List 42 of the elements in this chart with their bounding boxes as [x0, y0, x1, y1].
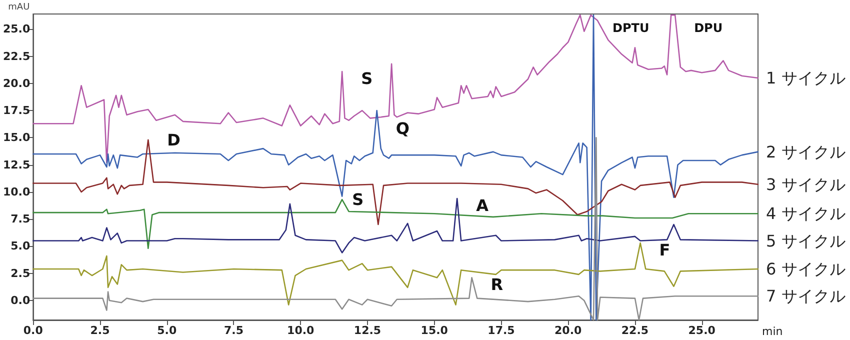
x-tick-label: 17.5	[488, 324, 515, 337]
line-series	[32, 242, 759, 306]
series-label: 1 サイクル	[766, 68, 846, 88]
annotation: S	[352, 190, 364, 210]
series-label: 4 サイクル	[766, 204, 846, 224]
x-tick-label: 22.5	[621, 324, 649, 337]
line-series	[32, 14, 759, 164]
annotation: F	[659, 240, 670, 260]
y-tick-label: 17.5	[3, 104, 30, 118]
series-label: 2 サイクル	[766, 142, 846, 162]
x-tick-label: 10.0	[287, 324, 315, 337]
series-label: 6 サイクル	[766, 260, 846, 278]
x-tick-label: 20.0	[554, 324, 582, 337]
x-tick-label: 15.0	[420, 324, 448, 337]
x-tick-label: 0.0	[23, 324, 44, 337]
y-tick-label: 0.0	[10, 294, 30, 307]
y-tick-label: 2.5	[10, 266, 30, 280]
x-tick-label: 2.5	[90, 324, 110, 337]
y-tick-label: 5.0	[10, 240, 30, 253]
y-axis-title: mAU	[8, 2, 30, 12]
series-label: 5 サイクル	[766, 231, 846, 250]
y-tick-label: 22.5	[3, 50, 30, 63]
series-label: 3 サイクル	[766, 174, 846, 194]
annotation: S	[361, 69, 373, 88]
x-tick-label: 7.5	[224, 324, 244, 337]
y-tick-label: 20.0	[3, 76, 30, 90]
y-tick-label: 7.5	[10, 212, 30, 226]
annotation: D	[167, 130, 180, 150]
y-tick-label: 25.0	[3, 22, 30, 36]
annotation: R	[490, 275, 504, 294]
y-tick-label: 10.0	[3, 185, 30, 198]
x-axis-title: min	[762, 325, 783, 338]
series-label: 7 サイクル	[766, 286, 846, 306]
x-tick-label: 12.5	[354, 324, 382, 337]
annotation: Q	[396, 119, 410, 138]
annotation: A	[476, 196, 490, 215]
annotation: DPTU	[612, 21, 650, 35]
annotation: DPU	[694, 21, 723, 35]
x-tick-label: 25.0	[688, 324, 716, 337]
x-tick-label: 5.0	[157, 324, 177, 337]
y-tick-label: 12.5	[3, 158, 30, 172]
y-tick-label: 15.0	[3, 131, 30, 144]
